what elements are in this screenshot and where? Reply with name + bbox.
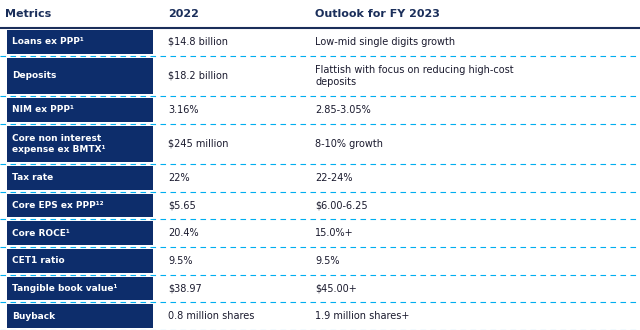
Bar xyxy=(7,126,153,162)
Bar xyxy=(7,30,153,54)
Text: 2022: 2022 xyxy=(168,9,199,19)
Text: 22-24%: 22-24% xyxy=(315,173,353,183)
Text: $14.8 billion: $14.8 billion xyxy=(168,37,228,47)
Text: 0.8 million shares: 0.8 million shares xyxy=(168,311,254,321)
Text: NIM ex PPP¹: NIM ex PPP¹ xyxy=(12,105,74,115)
Text: Buyback: Buyback xyxy=(12,312,55,321)
Bar xyxy=(7,221,153,245)
Text: Core ROCE¹: Core ROCE¹ xyxy=(12,229,70,238)
Text: 22%: 22% xyxy=(168,173,189,183)
Text: Loans ex PPP¹: Loans ex PPP¹ xyxy=(12,37,84,46)
Text: Metrics: Metrics xyxy=(5,9,51,19)
Text: Deposits: Deposits xyxy=(12,71,56,80)
Text: Core non interest
expense ex BMTX¹: Core non interest expense ex BMTX¹ xyxy=(12,134,106,154)
Bar xyxy=(7,98,153,122)
Bar xyxy=(7,304,153,328)
Text: $38.97: $38.97 xyxy=(168,283,202,293)
Text: 9.5%: 9.5% xyxy=(168,256,193,266)
Text: $6.00-6.25: $6.00-6.25 xyxy=(315,201,367,211)
Bar xyxy=(7,58,153,94)
Text: Outlook for FY 2023: Outlook for FY 2023 xyxy=(315,9,440,19)
Text: $245 million: $245 million xyxy=(168,139,228,149)
Bar xyxy=(7,194,153,217)
Text: 3.16%: 3.16% xyxy=(168,105,198,115)
Text: Tax rate: Tax rate xyxy=(12,174,53,182)
Text: 8-10% growth: 8-10% growth xyxy=(315,139,383,149)
Bar xyxy=(7,277,153,300)
Text: Tangible book value¹: Tangible book value¹ xyxy=(12,284,117,293)
Text: CET1 ratio: CET1 ratio xyxy=(12,256,65,265)
Text: 20.4%: 20.4% xyxy=(168,228,198,238)
Text: $5.65: $5.65 xyxy=(168,201,196,211)
Bar xyxy=(7,249,153,273)
Text: 2.85-3.05%: 2.85-3.05% xyxy=(315,105,371,115)
Text: $18.2 billion: $18.2 billion xyxy=(168,71,228,81)
Text: 9.5%: 9.5% xyxy=(315,256,339,266)
Text: $45.00+: $45.00+ xyxy=(315,283,356,293)
Text: Core EPS ex PPP¹²: Core EPS ex PPP¹² xyxy=(12,201,104,210)
Text: 15.0%+: 15.0%+ xyxy=(315,228,354,238)
Text: Flattish with focus on reducing high-cost
deposits: Flattish with focus on reducing high-cos… xyxy=(315,65,514,87)
Bar xyxy=(7,166,153,190)
Text: 1.9 million shares+: 1.9 million shares+ xyxy=(315,311,410,321)
Text: Low-mid single digits growth: Low-mid single digits growth xyxy=(315,37,455,47)
